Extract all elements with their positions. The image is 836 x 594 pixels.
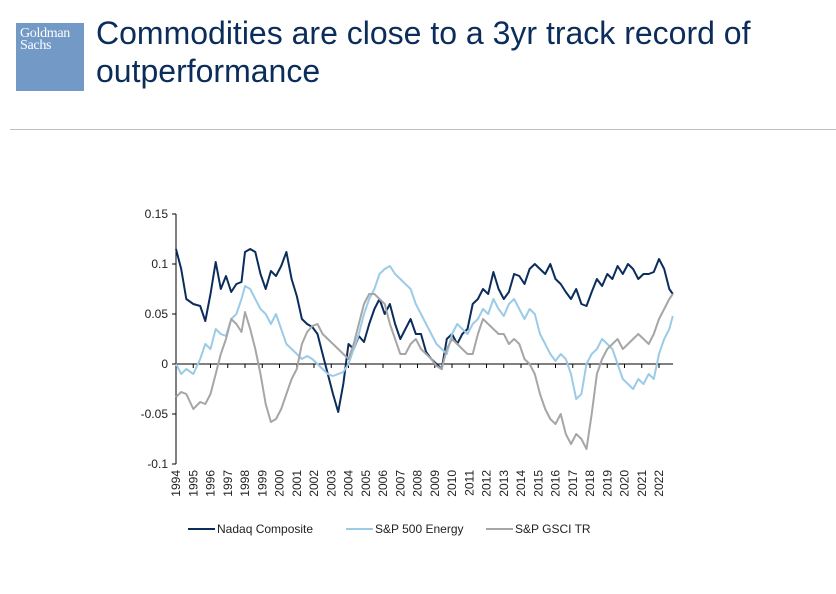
x-tick-label: 1997: [221, 470, 235, 497]
x-tick-label: 2007: [393, 470, 407, 497]
y-tick-label: 0.15: [145, 207, 169, 221]
y-tick-label: 0: [161, 357, 168, 371]
x-tick-label: 2020: [618, 470, 632, 497]
x-axis: 1994 1995 1996 1997 1998 1999 2000 2001 2002 2003…: [169, 363, 673, 497]
x-tick-label: 2001: [290, 470, 304, 497]
y-tick-label: 0.1: [151, 257, 168, 271]
logo-line2: Sachs: [20, 38, 52, 53]
x-tick-label: 2014: [514, 470, 528, 497]
x-tick-label: 2017: [566, 470, 580, 497]
x-tick-label: 2006: [376, 470, 390, 497]
x-tick-label: 2005: [359, 470, 373, 497]
x-tick-label: 2016: [549, 470, 563, 497]
x-tick-label: 2015: [531, 470, 545, 497]
series-line-2: [175, 265, 674, 400]
series-line-1: [175, 248, 674, 413]
y-axis: 0.15 0.1 0.05 0 -0.05 -0.1: [141, 207, 177, 471]
legend: Nadaq Composite S&P 500 Energy S&P GSCI TR: [188, 522, 591, 536]
x-tick-label: 2021: [635, 470, 649, 497]
x-tick-label: 1998: [238, 470, 252, 497]
x-tick-label: 1999: [255, 470, 269, 497]
header-divider: [10, 129, 836, 130]
series-line-3: [175, 293, 674, 450]
x-tick-label: 2004: [342, 470, 356, 497]
x-tick-label: 2013: [497, 470, 511, 497]
x-tick-label: 1994: [169, 470, 183, 497]
x-tick-label: 1996: [204, 470, 218, 497]
x-tick-label: 2008: [411, 470, 425, 497]
title-line2: outperformance: [96, 53, 321, 89]
x-tick-label: 2011: [462, 470, 476, 496]
x-tick-label: 2002: [307, 470, 321, 497]
x-tick-label: 2009: [428, 470, 442, 497]
x-tick-label: 2003: [324, 470, 338, 497]
y-tick-label: -0.05: [141, 407, 169, 421]
legend-label-3: S&P GSCI TR: [515, 522, 591, 536]
x-tick-label: 2018: [583, 470, 597, 497]
x-tick-label: 2010: [445, 470, 459, 497]
x-tick-label: 2022: [652, 470, 666, 497]
y-tick-label: -0.1: [147, 457, 168, 471]
y-tick-label: 0.05: [145, 307, 169, 321]
page-title: Commodities are close to a 3yr track rec…: [96, 14, 750, 90]
title-line1: Commodities are close to a 3yr track rec…: [96, 15, 751, 51]
legend-label-1: Nadaq Composite: [217, 522, 313, 536]
legend-label-2: S&P 500 Energy: [375, 522, 464, 536]
x-tick-label: 2019: [600, 470, 614, 497]
x-tick-label: 2000: [273, 470, 287, 497]
x-tick-label: 1995: [186, 470, 200, 497]
goldman-sachs-logo: Goldman Sachs: [16, 23, 84, 91]
series-group: [175, 248, 674, 450]
x-tick-label: 2012: [480, 470, 494, 497]
logo-line1: Goldman: [20, 26, 71, 41]
